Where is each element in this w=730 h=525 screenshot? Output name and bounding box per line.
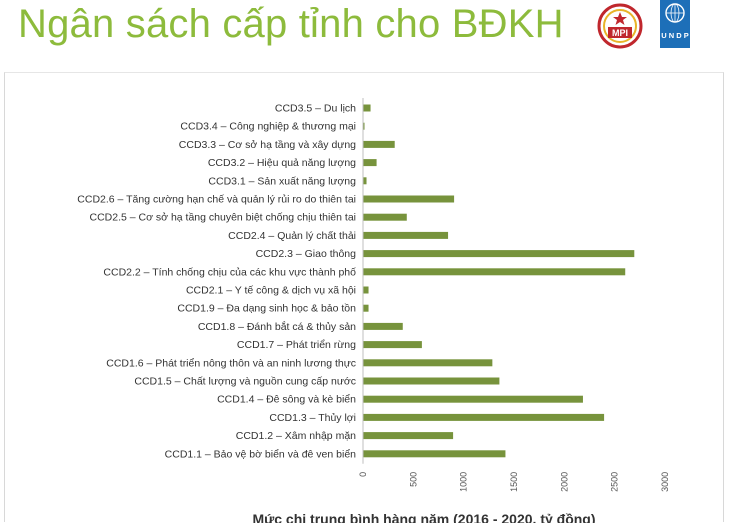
bar [363,104,371,112]
category-label: CCD1.7 – Phát triển rừng [237,339,356,351]
page-title: Ngân sách cấp tỉnh cho BĐKH [18,2,564,46]
category-label: CCD1.4 – Đê sông và kè biển [217,394,356,406]
x-tick-label: 1500 [509,472,519,492]
category-label: CCD1.6 – Phát triển nông thôn và an ninh… [106,357,356,369]
category-label: CCD1.3 – Thủy lợi [269,412,356,424]
x-tick-label: 2500 [610,472,620,492]
bar [363,322,403,330]
category-label: CCD2.1 – Y tế công & dịch vụ xã hội [186,285,356,297]
bar [363,432,454,440]
bar [363,286,369,294]
category-label: CCD2.3 – Giao thông [256,248,357,260]
bar [363,213,407,221]
category-label: CCD2.4 – Quản lý chất thải [228,230,356,242]
x-tick-label: 0 [358,472,368,477]
category-label: CCD2.2 – Tính chống chịu của các khu vực… [103,266,356,278]
bar [363,177,367,185]
bar [363,450,506,458]
bar [363,268,626,276]
x-tick-label: 2000 [559,472,569,492]
category-label: CCD1.8 – Đánh bắt cá & thủy sản [198,320,356,333]
category-label: CCD1.9 – Đa dạng sinh học & bảo tồn [177,303,356,315]
category-label: CCD1.5 – Chất lượng và nguồn cung cấp nư… [134,376,356,388]
x-axis-title: Mức chi trung bình hàng năm (2016 - 2020… [252,511,595,523]
category-label: CCD3.5 – Du lịch [275,103,356,115]
x-tick-label: 500 [408,472,418,487]
bar [363,122,365,130]
undp-logo-text: U N D P [661,31,689,40]
mpi-logo-text: MPI [612,28,628,38]
undp-logo: U N D P [660,0,690,48]
bar [363,250,635,258]
bar [363,359,493,367]
bar [363,341,422,349]
bar [363,304,369,312]
bar [363,195,455,203]
category-label: CCD3.2 – Hiệu quả năng lượng [208,157,356,169]
bar [363,159,377,167]
mpi-logo: MPI [597,3,643,49]
category-label: CCD3.4 – Công nghiệp & thương mại [180,121,356,133]
chart-frame: CCD3.5 – Du lịch CCD3.4 – Công nghiệp & t… [4,72,724,523]
bar [363,413,605,421]
x-tick-label: 1000 [459,472,469,492]
budget-bar-chart: CCD3.5 – Du lịch CCD3.4 – Công nghiệp & t… [77,98,670,523]
bar [363,140,395,148]
category-label: CCD3.3 – Cơ sở hạ tầng và xây dựng [179,139,356,151]
category-label: CCD3.1 – Sản xuất năng lượng [208,175,356,187]
x-tick-label: 3000 [660,472,670,492]
category-label: CCD1.2 – Xâm nhập mặn [236,430,356,442]
bar [363,395,583,403]
category-label: CCD2.5 – Cơ sở hạ tầng chuyên biệt chống… [89,212,356,224]
bar [363,377,500,385]
bar [363,231,449,239]
category-label: CCD1.1 – Bảo vệ bờ biển và đê ven biển [165,448,356,460]
category-label: CCD2.6 – Tăng cường hạn chế và quản lý r… [77,194,356,206]
